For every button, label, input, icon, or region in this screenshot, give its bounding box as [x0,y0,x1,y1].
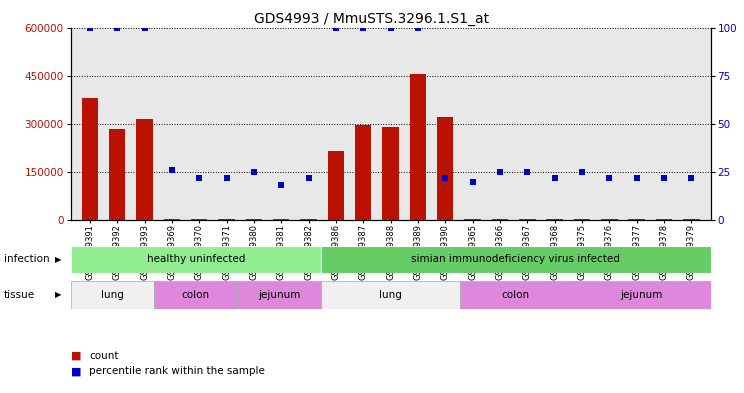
Text: colon: colon [501,290,530,300]
Bar [437,118,454,220]
Bar [574,219,590,220]
Bar [71,246,321,273]
Bar [246,219,262,220]
Bar [683,219,699,220]
Bar [355,125,371,220]
Bar [273,219,289,220]
Text: jejunum: jejunum [620,290,662,300]
Bar [154,281,237,309]
Text: simian immunodeficiency virus infected: simian immunodeficiency virus infected [411,254,620,264]
Text: ▶: ▶ [55,255,62,264]
Bar [191,219,208,220]
Bar [136,119,153,220]
Bar [655,219,673,220]
Bar [601,219,618,220]
Text: healthy uninfected: healthy uninfected [147,254,245,264]
Bar [410,74,426,220]
Text: infection: infection [4,254,49,264]
Bar [464,219,481,220]
Bar [519,219,536,220]
Bar [327,151,344,220]
Text: ■: ■ [71,351,81,361]
Bar [82,98,98,220]
Text: GDS4993 / MmuSTS.3296.1.S1_at: GDS4993 / MmuSTS.3296.1.S1_at [254,12,490,26]
Text: lung: lung [101,290,124,300]
Bar [321,246,711,273]
Text: count: count [89,351,119,361]
Bar [164,219,180,220]
Text: jejunum: jejunum [258,290,301,300]
Bar [301,219,317,220]
Bar [629,219,645,220]
Text: ■: ■ [71,366,81,376]
Text: tissue: tissue [4,290,35,300]
Bar [218,219,235,220]
Text: ▶: ▶ [55,290,62,299]
Bar [109,129,126,220]
Bar [546,219,563,220]
Bar [460,281,571,309]
Bar [321,281,460,309]
Bar [492,219,508,220]
Bar [237,281,321,309]
Bar [71,281,154,309]
Bar [382,127,399,220]
Text: lung: lung [379,290,402,300]
Bar [571,281,711,309]
Text: colon: colon [182,290,210,300]
Text: percentile rank within the sample: percentile rank within the sample [89,366,265,376]
